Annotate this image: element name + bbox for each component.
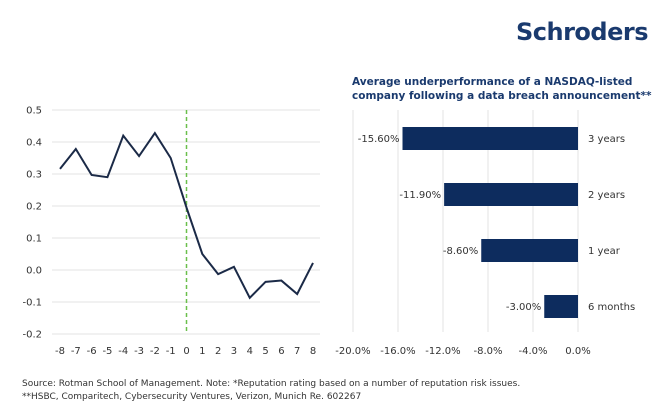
bar-x-tick-label: -16.0%	[380, 346, 415, 357]
bar-2-years	[444, 183, 578, 206]
line-x-tick-label: 2	[215, 346, 221, 357]
line-x-tick-label: 0	[183, 346, 189, 357]
line-x-tick-label: -5	[102, 346, 112, 357]
line-x-tick-label: 6	[278, 346, 284, 357]
line-x-tick-label: -4	[118, 346, 128, 357]
bar-x-tick-label: -12.0%	[425, 346, 460, 357]
bar-category-label: 6 months	[588, 302, 635, 313]
line-x-tick-label: 1	[199, 346, 205, 357]
line-y-tick-label: 0.1	[26, 234, 42, 245]
footer-credits-line: **HSBC, Comparitech, Cybersecurity Ventu…	[22, 391, 362, 402]
line-x-tick-label: -8	[55, 346, 65, 357]
bar-data-label: -8.60%	[443, 246, 478, 257]
bar-data-label: -15.60%	[358, 134, 400, 145]
line-y-tick-label: 0.0	[26, 266, 42, 277]
bar-x-tick-label: -4.0%	[518, 346, 547, 357]
bar-chart-title: Average underperformance of a NASDAQ-lis…	[352, 76, 652, 102]
bar-x-tick-label: 0.0%	[565, 346, 590, 357]
line-y-tick-label: 0.4	[26, 138, 42, 149]
bar-1-year	[481, 239, 578, 262]
line-x-tick-label: 3	[231, 346, 237, 357]
line-x-tick-label: -1	[166, 346, 176, 357]
line-y-tick-label: 0.2	[26, 202, 42, 213]
line-x-tick-label: 8	[310, 346, 316, 357]
line-x-tick-label: 4	[247, 346, 253, 357]
bar-3-years	[402, 127, 578, 150]
footer-notes: Source: Rotman School of Management. Not…	[22, 378, 520, 403]
line-x-tick-label: -2	[150, 346, 160, 357]
bar-category-label: 1 year	[588, 246, 621, 257]
line-y-tick-label: -0.1	[22, 298, 42, 309]
line-x-tick-label: 5	[262, 346, 268, 357]
footer-source-line: Source: Rotman School of Management. Not…	[22, 379, 521, 389]
line-chart: 0.5 0.4 0.3 0.2 0.1 0.0 -0.1 -0.2 -8 -7 -6 -5 -4 -3 -2…	[22, 106, 320, 357]
bar-x-tick-label: -8.0%	[473, 346, 502, 357]
line-y-tick-label: 0.3	[26, 170, 42, 181]
bar-6-months	[544, 295, 578, 318]
bar-category-label: 2 years	[588, 190, 625, 201]
bar-x-tick-label: -20.0%	[335, 346, 370, 357]
bar-data-label: -11.90%	[399, 190, 441, 201]
line-x-tick-label: -6	[87, 346, 97, 357]
line-x-tick-label: -3	[134, 346, 144, 357]
line-y-tick-label: -0.2	[22, 330, 42, 341]
bar-category-label: 3 years	[588, 134, 625, 145]
schroders-logo: Schroders	[516, 18, 649, 46]
bar-chart: -20.0% -16.0% -12.0% -8.0% -4.0% 0.0% -15.60% 3…	[335, 110, 635, 357]
line-y-tick-label: 0.5	[26, 106, 42, 117]
bar-data-label: -3.00%	[506, 302, 541, 313]
line-x-tick-label: 7	[294, 346, 300, 357]
line-x-tick-label: -7	[71, 346, 81, 357]
